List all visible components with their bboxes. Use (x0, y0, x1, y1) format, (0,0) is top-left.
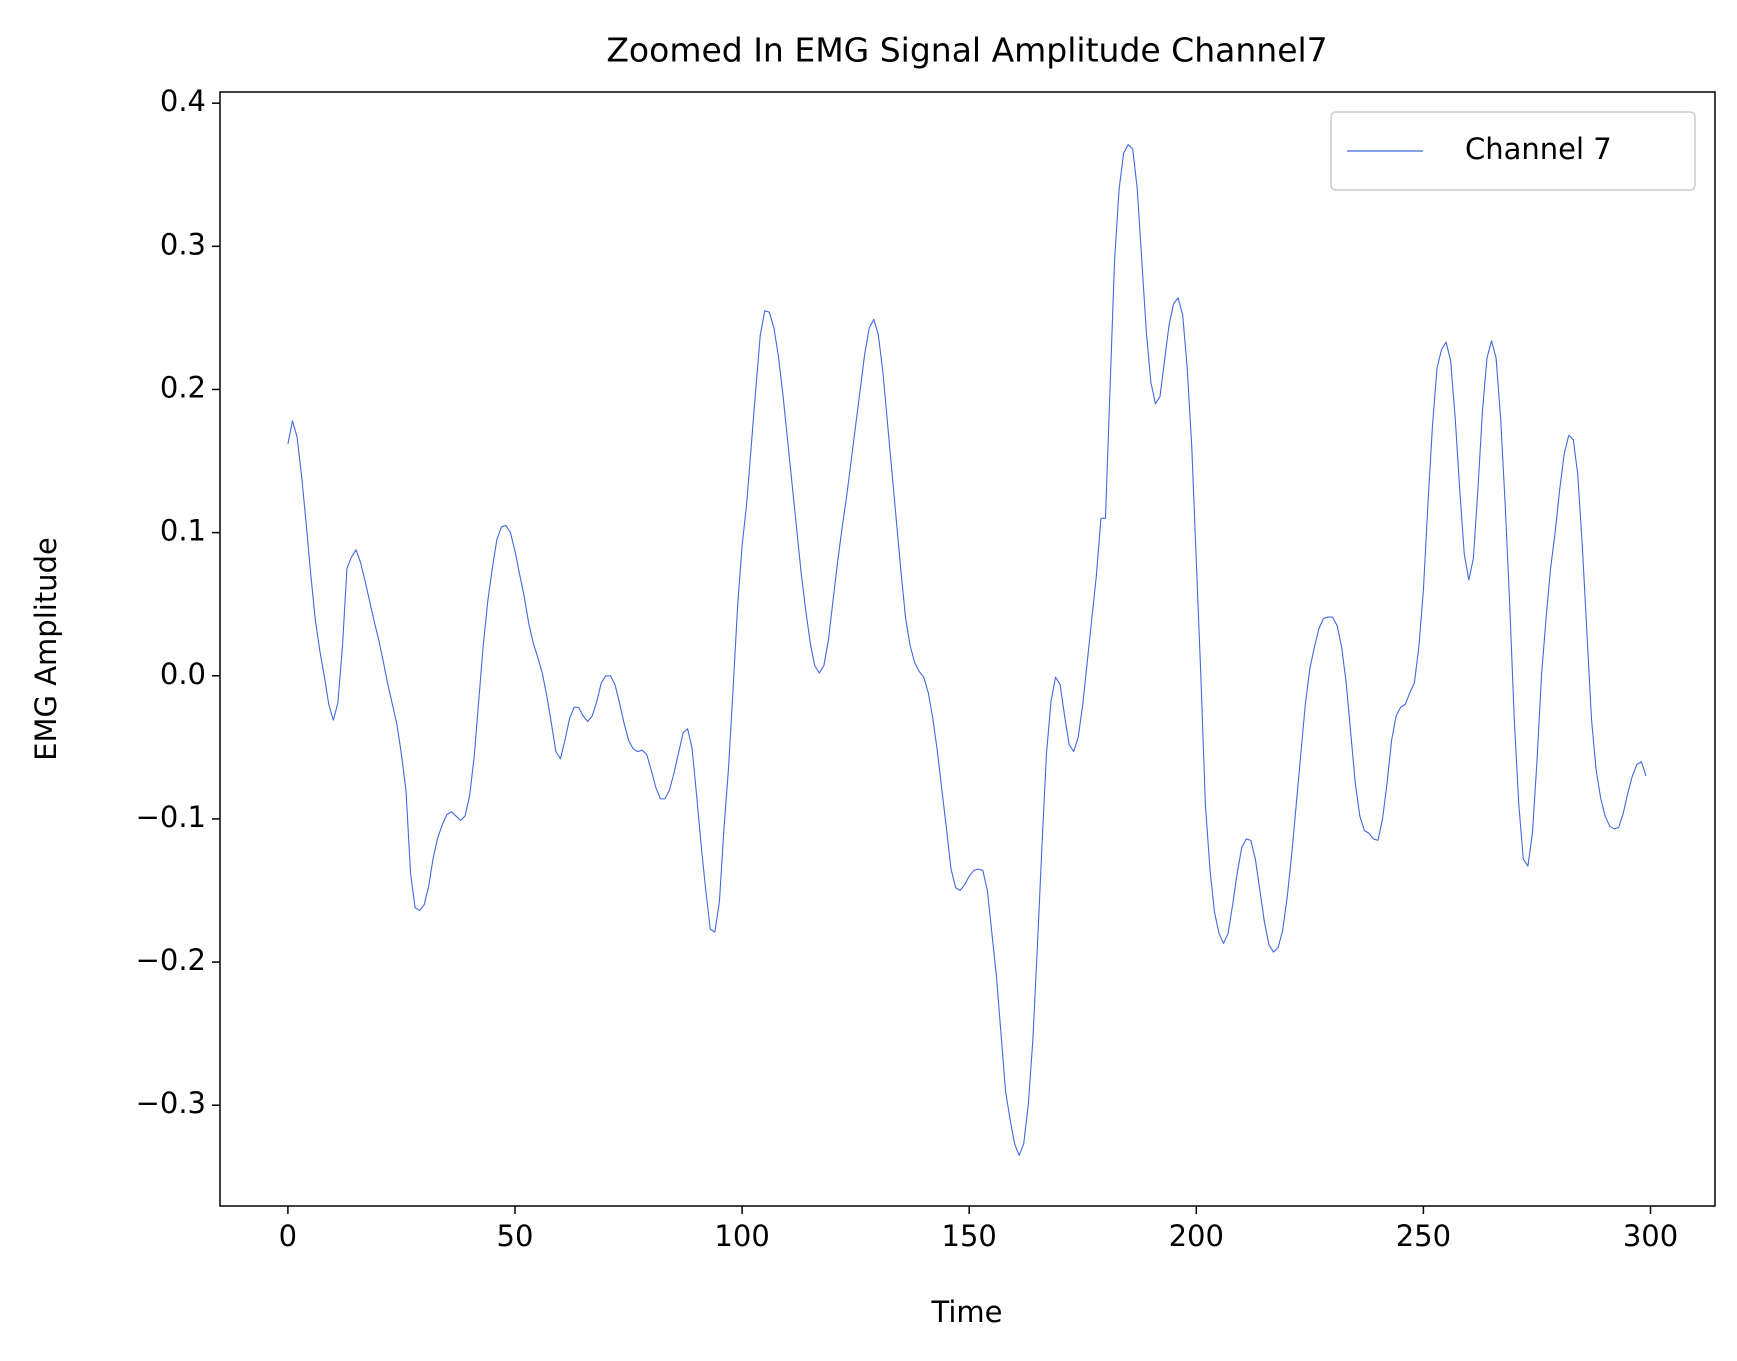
x-tick-label: 100 (714, 1219, 769, 1253)
y-tick-label: −0.3 (136, 1086, 206, 1120)
y-tick-label: −0.2 (136, 943, 206, 977)
chart-title: Zoomed In EMG Signal Amplitude Channel7 (606, 31, 1327, 70)
y-tick-label: −0.1 (136, 800, 206, 834)
y-tick-label: 0.2 (160, 370, 206, 404)
legend-label: Channel 7 (1465, 132, 1612, 166)
x-tick-label: 200 (1169, 1219, 1224, 1253)
x-tick-label: 50 (497, 1219, 534, 1253)
y-tick-label: 0.1 (160, 514, 206, 548)
y-tick-label: 0.4 (160, 84, 206, 118)
x-tick-label: 0 (279, 1219, 297, 1253)
x-tick-label: 150 (942, 1219, 997, 1253)
series-line (287, 144, 1647, 1156)
x-tick-label: 300 (1623, 1219, 1678, 1253)
legend-box (1330, 111, 1696, 191)
y-axis-label: EMG Amplitude (29, 537, 63, 761)
x-axis-label: Time (931, 1295, 1003, 1329)
plot-frame (219, 91, 1716, 1207)
y-tick-label: 0.3 (160, 227, 206, 261)
x-tick-label: 250 (1396, 1219, 1451, 1253)
y-tick-label: 0.0 (160, 657, 206, 691)
